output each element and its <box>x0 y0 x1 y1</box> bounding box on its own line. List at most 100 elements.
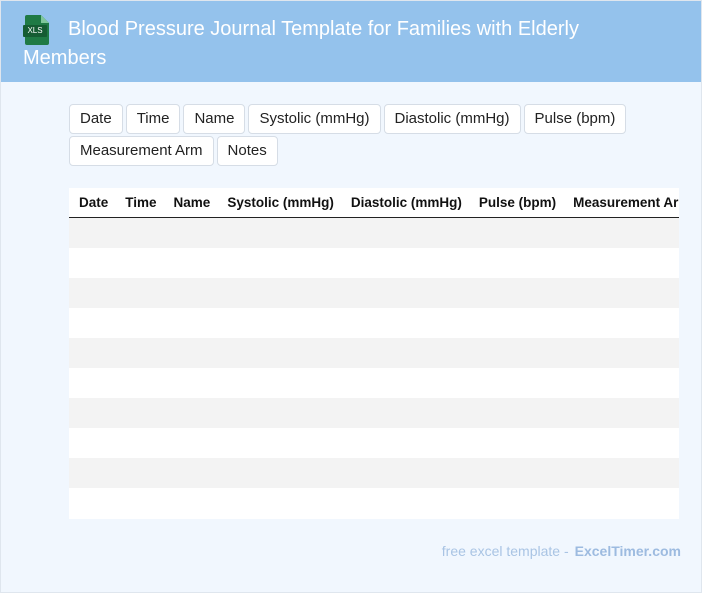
cell <box>163 488 218 518</box>
tag-list: Date Time Name Systolic (mmHg) Diastolic (mm… <box>69 104 649 166</box>
cell <box>468 398 564 428</box>
cell <box>563 278 679 308</box>
cell <box>340 248 469 278</box>
cell <box>563 458 679 488</box>
cell <box>468 458 564 488</box>
cell <box>563 217 679 248</box>
footer-site[interactable]: ExcelTimer.com <box>574 543 681 559</box>
row <box>69 248 679 278</box>
cell <box>69 308 116 338</box>
cell <box>115 488 164 518</box>
row <box>69 368 679 398</box>
cell <box>115 398 164 428</box>
cell <box>217 278 341 308</box>
cell <box>217 368 341 398</box>
cell <box>115 458 164 488</box>
cell <box>340 398 469 428</box>
row <box>69 217 679 248</box>
tag: Name <box>183 104 246 134</box>
tag: Date <box>69 104 123 134</box>
cell <box>217 248 341 278</box>
cell <box>69 278 116 308</box>
cell <box>115 278 164 308</box>
column-header: Name <box>163 188 218 218</box>
row <box>69 488 679 518</box>
row <box>69 458 679 488</box>
cell <box>163 248 218 278</box>
cell <box>468 488 564 518</box>
cell <box>563 488 679 518</box>
cell <box>69 248 116 278</box>
cell <box>69 458 116 488</box>
cell <box>163 368 218 398</box>
cell <box>340 368 469 398</box>
tag: Pulse (bpm) <box>523 104 627 134</box>
cell <box>217 217 341 248</box>
footer: free excel template - ExcelTimer.com <box>442 543 681 559</box>
cell <box>468 368 564 398</box>
table-container: Date Time Name Systolic (mmHg) Diastolic (mm… <box>69 188 679 519</box>
cell <box>69 428 116 458</box>
cell <box>115 368 164 398</box>
tag: Diastolic (mmHg) <box>383 104 521 134</box>
page-title: Blood Pressure Journal Template for Fami… <box>23 18 579 69</box>
cell <box>163 338 218 368</box>
cell <box>69 217 116 248</box>
cell <box>163 278 218 308</box>
cell <box>563 338 679 368</box>
cell <box>340 428 469 458</box>
tag: Measurement Arm <box>69 136 214 166</box>
row <box>69 428 679 458</box>
cell <box>217 338 341 368</box>
xls-icon <box>23 15 49 45</box>
cell <box>217 458 341 488</box>
cell <box>69 488 116 518</box>
tag: Time <box>125 104 181 134</box>
column-header: Pulse (bpm) <box>468 188 564 218</box>
cell <box>115 248 164 278</box>
cell <box>163 217 218 248</box>
cell <box>163 398 218 428</box>
cell <box>563 428 679 458</box>
cell <box>468 248 564 278</box>
cell <box>340 458 469 488</box>
cell <box>563 398 679 428</box>
cell <box>468 428 564 458</box>
cell <box>468 308 564 338</box>
tag: Notes <box>216 136 278 166</box>
header-row: Date Time Name Systolic (mmHg) Diastolic (mm… <box>69 188 679 218</box>
column-header: Systolic (mmHg) <box>217 188 341 218</box>
cell <box>69 368 116 398</box>
tag: Systolic (mmHg) <box>248 104 381 134</box>
cell <box>340 488 469 518</box>
icon-label: XLS <box>27 26 43 35</box>
cell <box>217 428 341 458</box>
cell <box>563 368 679 398</box>
cell <box>163 458 218 488</box>
cell <box>163 428 218 458</box>
cell <box>217 308 341 338</box>
cell <box>563 308 679 338</box>
footer-text: free excel template - <box>441 543 569 559</box>
cell <box>340 338 469 368</box>
cell <box>468 338 564 368</box>
column-header: Date <box>69 188 116 218</box>
cell <box>69 338 116 368</box>
cell <box>340 308 469 338</box>
journal-table: Date Time Name Systolic (mmHg) Diastolic (mm… <box>69 188 679 518</box>
cell <box>115 308 164 338</box>
cell <box>69 398 116 428</box>
table-body <box>69 217 679 518</box>
column-header: Time <box>115 188 164 218</box>
header: XLS Blood Pressure Journal Template for … <box>1 1 701 82</box>
row <box>69 338 679 368</box>
cell <box>217 398 341 428</box>
column-header: Diastolic (mmHg) <box>340 188 469 218</box>
row <box>69 308 679 338</box>
cell <box>115 217 164 248</box>
column-header: Measurement Arm <box>563 188 679 218</box>
cell <box>163 308 218 338</box>
cell <box>115 428 164 458</box>
cell <box>115 338 164 368</box>
